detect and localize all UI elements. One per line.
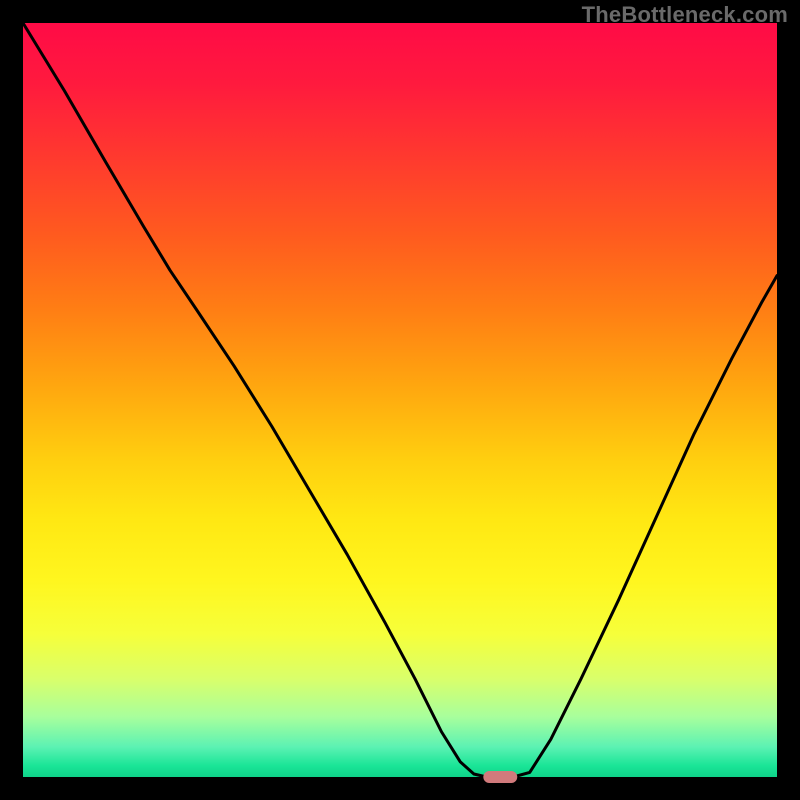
optimal-marker	[483, 771, 517, 783]
watermark-text: TheBottleneck.com	[582, 2, 788, 28]
chart-svg	[0, 0, 800, 800]
plot-background	[23, 23, 777, 777]
bottleneck-chart: TheBottleneck.com	[0, 0, 800, 800]
